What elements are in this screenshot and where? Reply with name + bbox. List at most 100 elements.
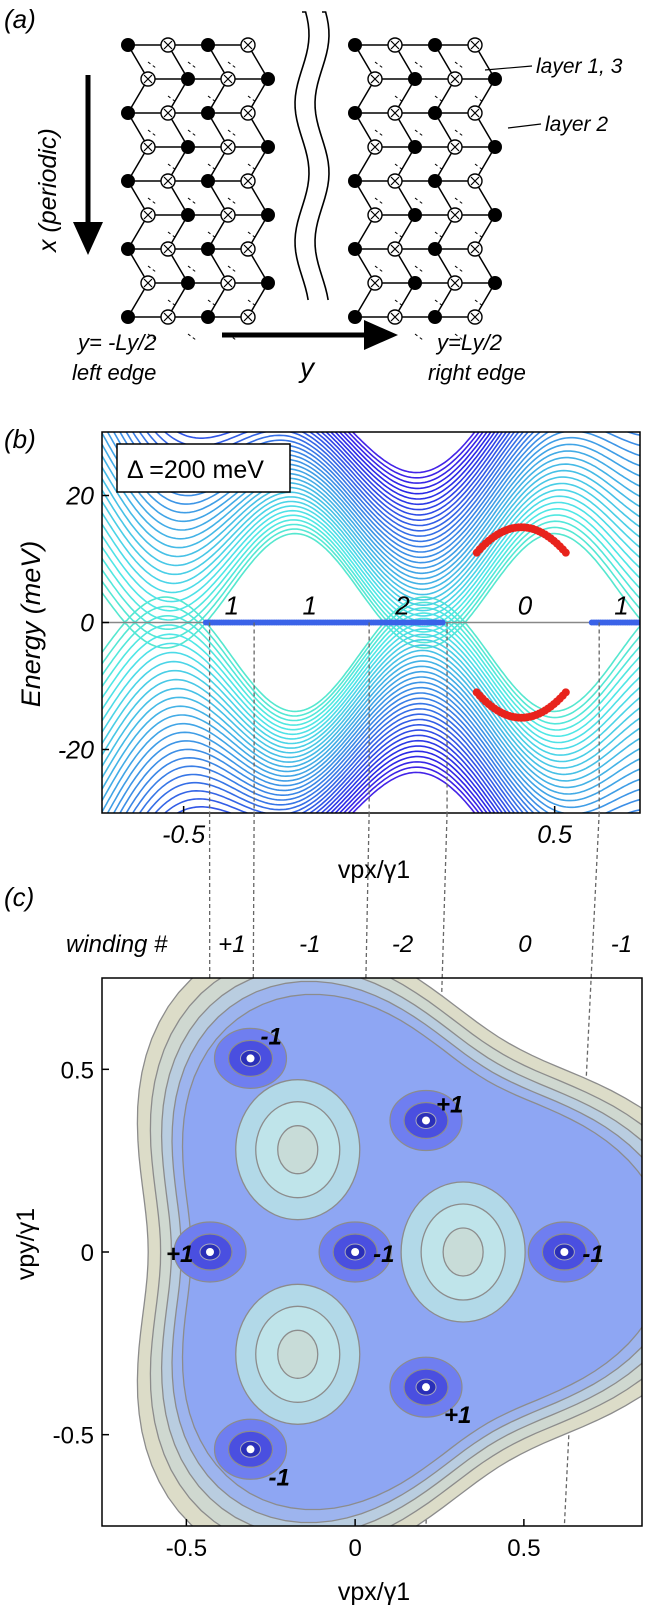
band-line <box>102 621 640 719</box>
band-line <box>102 463 640 591</box>
band-line <box>329 745 496 813</box>
dirac-point <box>422 1116 430 1125</box>
layer2-bond <box>227 129 237 137</box>
atom-layer1 <box>348 242 362 256</box>
atom-layer1 <box>408 276 422 290</box>
layer2-bond <box>454 61 464 69</box>
atom-layer1 <box>261 140 275 154</box>
atom-layer3-cross <box>450 74 460 84</box>
band-line <box>320 734 504 813</box>
atom-layer1 <box>201 174 215 188</box>
region-count-label: 0 <box>518 591 533 621</box>
layer2-bond <box>414 333 424 341</box>
legend-layers-13: layer 1, 3 <box>536 55 623 78</box>
atom-layer3-cross <box>470 312 480 322</box>
atom-layer1 <box>121 106 135 120</box>
panel-a: (a) x (periodic) y y= -Ly/2 left edge y=… <box>4 4 623 385</box>
band-line <box>112 681 640 813</box>
layer2-bond <box>187 333 197 341</box>
dirac-winding-labels: -1 -1 +1 +1 +1 -1 -1 <box>166 1023 604 1491</box>
atom-layer1 <box>121 242 135 256</box>
band-line <box>102 660 640 790</box>
atom-layer1 <box>121 174 135 188</box>
edge-state-points <box>472 523 570 722</box>
atom-layer1 <box>488 276 502 290</box>
y-axis-arrow-head <box>364 320 398 350</box>
atom-layer1 <box>121 38 135 52</box>
atom-layer3-cross <box>450 210 460 220</box>
legend-pointer-layer-2 <box>507 123 542 129</box>
dirac-winding-label: +1 <box>436 1091 463 1118</box>
atom-layer1 <box>408 72 422 86</box>
layer2-bond <box>374 61 384 69</box>
band-line <box>102 455 640 585</box>
atom-layer3-cross <box>223 74 233 84</box>
band-line <box>314 729 508 813</box>
annotation-box <box>116 443 291 493</box>
atom-layer3-cross <box>450 278 460 288</box>
atom-layer1 <box>428 242 442 256</box>
region-count-labels: 1 1 2 0 1 <box>225 591 629 621</box>
dirac-point <box>351 1248 360 1256</box>
layer2-bond <box>147 265 157 273</box>
zero-mode-point <box>439 619 446 626</box>
band-line <box>314 432 508 516</box>
y-tick-label-c: 0.5 <box>61 1057 94 1084</box>
atom-layer3-cross <box>163 312 173 322</box>
atom-layer1 <box>428 38 442 52</box>
region-count-label: 1 <box>614 591 628 621</box>
band-line <box>154 713 520 813</box>
band-line <box>112 432 640 564</box>
atom-layer3-cross <box>243 176 253 186</box>
band-line <box>102 495 640 617</box>
winding-value: -2 <box>392 931 413 958</box>
band-line <box>176 432 512 521</box>
band-line <box>334 750 492 813</box>
atom-layer3-cross <box>243 40 253 50</box>
layer2-bond <box>414 197 424 205</box>
y-tick-label-b: 0 <box>80 610 94 638</box>
atom-layer3-cross <box>390 176 400 186</box>
band-line <box>131 697 535 813</box>
layer2-bond <box>374 197 384 205</box>
atom-layer3-cross <box>243 244 253 254</box>
band-line <box>102 432 640 575</box>
x-tick-label-b: 0.5 <box>537 821 572 849</box>
atom-layer3-cross <box>370 278 380 288</box>
band-line <box>102 444 640 580</box>
y-tick-label-b: 20 <box>65 483 94 511</box>
band-line <box>102 526 640 624</box>
atom-layer1 <box>201 310 215 324</box>
atom-layer1 <box>261 276 275 290</box>
band-line <box>338 755 488 813</box>
panel-c-label: (c) <box>4 882 34 912</box>
band-line <box>102 621 640 725</box>
break-line <box>294 11 310 301</box>
atom-layer3-cross <box>390 312 400 322</box>
band-line <box>102 482 640 606</box>
atom-layer1 <box>121 310 135 324</box>
atom-layer3-cross <box>470 244 480 254</box>
atom-layer3-cross <box>470 108 480 118</box>
contour-maximum <box>277 1329 319 1379</box>
contour-maximum <box>277 1125 319 1175</box>
layer2-bond <box>227 61 237 69</box>
dirac-points <box>173 1027 601 1480</box>
band-line <box>145 708 525 813</box>
band-line <box>347 432 480 479</box>
lattice-break-wavy-lines <box>294 11 330 301</box>
atom-layer3-cross <box>223 210 233 220</box>
band-line <box>102 633 640 756</box>
edge-state-point <box>561 688 570 697</box>
band-line <box>163 718 516 813</box>
atom-layer1 <box>201 242 215 256</box>
region-count-label: 2 <box>394 591 410 621</box>
region-count-label: 1 <box>225 591 239 621</box>
band-line <box>138 702 530 813</box>
region-count-label: 1 <box>303 591 317 621</box>
band-line <box>325 432 500 506</box>
band-line <box>102 639 640 763</box>
band-line <box>102 621 640 731</box>
